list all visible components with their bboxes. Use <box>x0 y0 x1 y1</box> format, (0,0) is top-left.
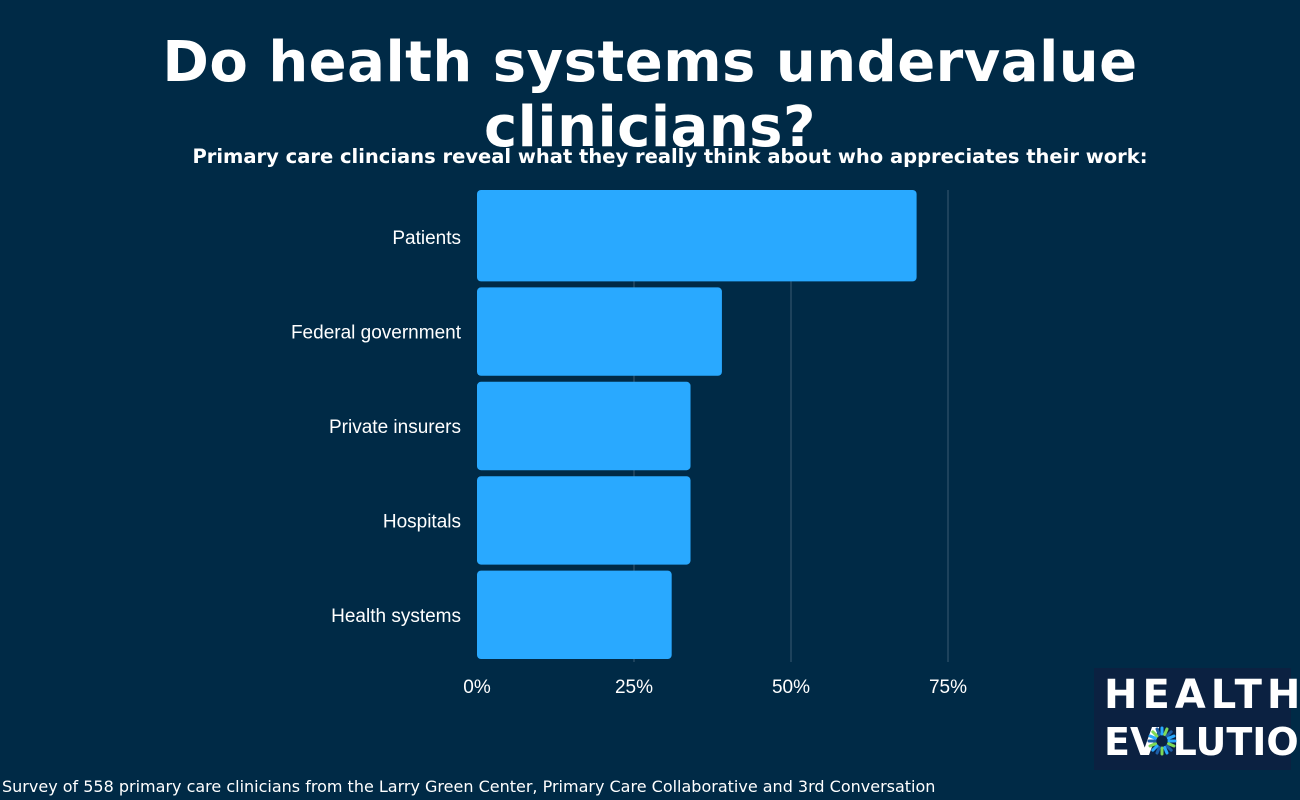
bar-health-systems <box>477 570 672 659</box>
category-label: Federal government <box>291 323 462 344</box>
source-footnote: Survey of 558 primary care clinicians fr… <box>2 777 936 796</box>
chart-title: Do health systems undervalue clinicians? <box>162 30 1138 160</box>
category-label: Patients <box>392 228 461 249</box>
bar-federal-government <box>477 287 722 376</box>
x-axis-tick-labels: 0% 25% 50% 75% <box>463 677 967 698</box>
health-evolution-logo: HEALTH EV LUTION <box>1094 668 1300 770</box>
logo-o-mark-icon <box>1147 726 1177 756</box>
bar-patients <box>477 190 917 282</box>
category-label: Health systems <box>331 606 461 627</box>
chart-subtitle: Primary care clincians reveal what they … <box>192 145 1148 168</box>
x-tick-label: 50% <box>772 677 810 698</box>
bars <box>477 190 917 659</box>
bar-hospitals <box>477 476 691 565</box>
bar-private-insurers <box>477 381 691 471</box>
logo-line-2: EV LUTION <box>1104 720 1300 764</box>
x-tick-label: 75% <box>929 677 967 698</box>
logo-line-1: HEALTH <box>1104 672 1300 718</box>
category-label: Hospitals <box>383 511 461 532</box>
category-label: Private insurers <box>329 417 461 438</box>
x-tick-label: 0% <box>463 677 491 698</box>
category-labels: Patients Federal government Private insure… <box>291 228 462 627</box>
x-tick-label: 25% <box>615 677 653 698</box>
